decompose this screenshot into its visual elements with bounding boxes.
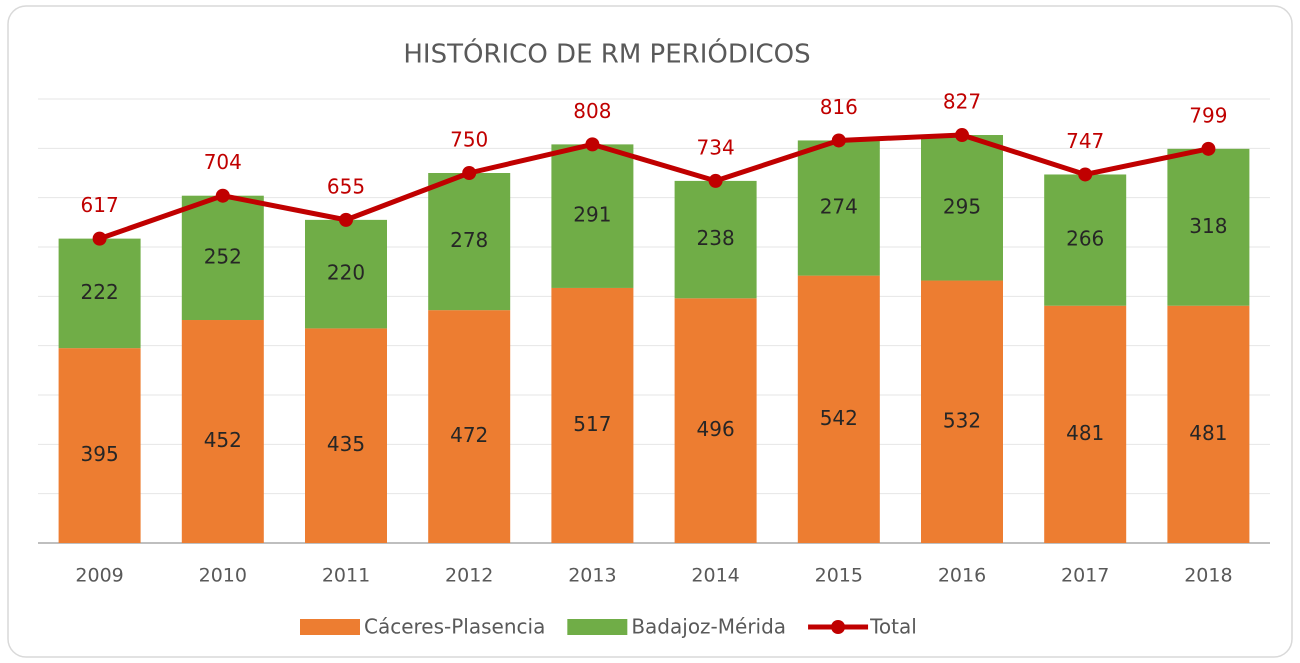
line-point (585, 137, 600, 152)
bar-segment (428, 310, 511, 543)
x-tick-label: 2009 (75, 565, 123, 587)
bar-segment (674, 298, 757, 543)
data-label: 808 (573, 99, 611, 123)
data-label: 704 (204, 150, 242, 174)
bar-segment (58, 238, 141, 349)
x-tick-label: 2016 (938, 565, 986, 587)
data-label: 278 (450, 228, 488, 252)
data-label: 481 (1066, 421, 1104, 445)
bar-segment (1167, 305, 1250, 543)
data-label: 472 (450, 423, 488, 447)
data-label: 496 (697, 417, 735, 441)
data-label: 532 (943, 408, 981, 432)
bar-segment (921, 280, 1003, 543)
data-label: 395 (81, 442, 119, 466)
x-tick-label: 2018 (1184, 565, 1232, 587)
line-point (462, 166, 477, 180)
data-label: 295 (943, 194, 981, 218)
data-label: 274 (820, 195, 858, 219)
data-label: 542 (820, 406, 858, 430)
bar-segment (305, 328, 387, 543)
data-label: 655 (327, 174, 365, 198)
x-tick-label: 2010 (199, 565, 247, 587)
bar-segment (1167, 148, 1250, 306)
data-label: 827 (943, 90, 981, 114)
line-point (339, 212, 353, 227)
bar-segment (797, 275, 880, 543)
line-point (92, 231, 107, 246)
bar-segment (797, 140, 880, 276)
data-label: 481 (1189, 421, 1227, 445)
legend-label: Cáceres-Plasencia (364, 615, 545, 639)
line-point (831, 133, 846, 148)
data-label: 252 (204, 244, 242, 268)
data-label: 452 (204, 428, 242, 452)
bar-segment (305, 219, 387, 329)
x-tick-label: 2014 (691, 565, 739, 587)
bar-segment (551, 144, 634, 288)
bar-segment (181, 320, 264, 543)
data-label: 747 (1066, 129, 1104, 153)
bar-segment (428, 173, 511, 311)
data-label: 238 (697, 226, 735, 250)
legend-swatch (300, 619, 360, 635)
data-label: 318 (1189, 214, 1227, 238)
data-label: 617 (81, 193, 119, 217)
x-tick-label: 2015 (815, 565, 863, 587)
data-label: 220 (327, 261, 365, 285)
bar-segment (674, 180, 757, 299)
bar-segment (1044, 305, 1127, 543)
x-tick-label: 2011 (322, 565, 370, 587)
line-point (1201, 141, 1216, 156)
data-label: 734 (697, 135, 735, 159)
data-label: 799 (1189, 103, 1227, 127)
data-label: 291 (573, 203, 611, 227)
line-point (955, 128, 969, 143)
x-tick-label: 2013 (568, 565, 616, 587)
data-label: 222 (81, 280, 119, 304)
line-point (1078, 167, 1093, 182)
x-tick-label: 2012 (445, 565, 493, 587)
data-label: 435 (327, 432, 365, 456)
bar-segment (58, 348, 141, 543)
data-label: 517 (573, 412, 611, 436)
legend-swatch (831, 620, 846, 634)
bar-segment (551, 287, 634, 543)
legend-swatch (567, 619, 628, 635)
line-point (708, 173, 723, 188)
x-tick-label: 2017 (1061, 565, 1109, 587)
bar-segment (1044, 174, 1127, 306)
bar-segment (181, 195, 264, 321)
legend-label: Total (869, 615, 917, 639)
data-label: 750 (450, 128, 488, 152)
legend-label: Badajoz-Mérida (631, 615, 786, 639)
chart-title: HISTÓRICO DE RM PERIÓDICOS (403, 38, 810, 70)
data-label: 266 (1066, 227, 1104, 251)
line-point (215, 188, 230, 203)
line (98, 132, 1209, 241)
data-label: 816 (820, 95, 858, 119)
bar-segment (921, 135, 1003, 281)
